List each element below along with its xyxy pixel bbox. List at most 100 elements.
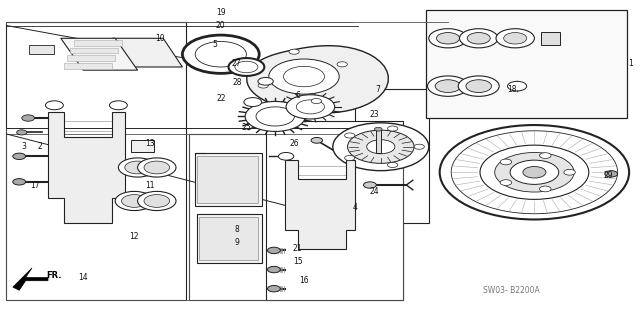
Text: 9: 9 bbox=[234, 238, 239, 247]
Text: 28: 28 bbox=[232, 78, 241, 87]
Circle shape bbox=[138, 158, 176, 177]
Circle shape bbox=[144, 195, 170, 207]
Bar bbox=[189, 134, 403, 300]
Circle shape bbox=[115, 191, 154, 211]
Circle shape bbox=[268, 247, 280, 254]
Circle shape bbox=[467, 33, 490, 44]
Text: 15: 15 bbox=[292, 257, 303, 266]
Circle shape bbox=[256, 107, 294, 126]
Text: FR.: FR. bbox=[46, 271, 61, 280]
Circle shape bbox=[109, 101, 127, 110]
Text: 17: 17 bbox=[30, 181, 40, 189]
Polygon shape bbox=[195, 153, 262, 206]
Circle shape bbox=[458, 76, 499, 96]
Text: 24: 24 bbox=[369, 187, 380, 196]
Polygon shape bbox=[246, 46, 388, 113]
Circle shape bbox=[268, 286, 280, 292]
Text: 13: 13 bbox=[145, 139, 156, 148]
Bar bbox=[426, 10, 627, 118]
Text: 27: 27 bbox=[232, 59, 242, 68]
Text: 2: 2 bbox=[38, 142, 43, 151]
Circle shape bbox=[540, 186, 551, 192]
Circle shape bbox=[278, 152, 294, 160]
Polygon shape bbox=[541, 32, 560, 45]
Circle shape bbox=[388, 126, 398, 131]
Circle shape bbox=[244, 98, 262, 107]
Circle shape bbox=[337, 62, 348, 67]
Circle shape bbox=[480, 145, 589, 199]
Circle shape bbox=[436, 33, 460, 44]
Text: 29: 29 bbox=[603, 171, 613, 180]
Bar bbox=[197, 156, 258, 203]
Polygon shape bbox=[131, 140, 154, 152]
Text: 18: 18 bbox=[508, 85, 516, 94]
Circle shape bbox=[296, 100, 324, 114]
Circle shape bbox=[508, 81, 527, 91]
Circle shape bbox=[451, 131, 618, 214]
Text: 4: 4 bbox=[353, 203, 358, 212]
Circle shape bbox=[374, 127, 382, 131]
Circle shape bbox=[269, 59, 339, 94]
Circle shape bbox=[364, 182, 376, 188]
Polygon shape bbox=[197, 214, 262, 263]
Polygon shape bbox=[64, 63, 112, 69]
Text: 7: 7 bbox=[375, 85, 380, 94]
Circle shape bbox=[510, 160, 559, 184]
Circle shape bbox=[122, 195, 147, 207]
Circle shape bbox=[286, 95, 335, 119]
Circle shape bbox=[235, 61, 258, 73]
Circle shape bbox=[22, 115, 35, 121]
Text: 19: 19 bbox=[216, 8, 226, 17]
Text: 23: 23 bbox=[369, 110, 380, 119]
Text: 6: 6 bbox=[295, 91, 300, 100]
Polygon shape bbox=[285, 160, 355, 249]
Text: 20: 20 bbox=[216, 21, 226, 30]
Text: 11: 11 bbox=[146, 181, 155, 189]
Bar bbox=[355, 89, 429, 223]
Circle shape bbox=[460, 29, 498, 48]
Circle shape bbox=[523, 167, 546, 178]
Circle shape bbox=[605, 171, 618, 177]
Bar bbox=[6, 22, 186, 300]
Circle shape bbox=[258, 78, 273, 85]
Circle shape bbox=[333, 123, 429, 171]
Circle shape bbox=[17, 130, 27, 135]
Circle shape bbox=[195, 41, 246, 67]
Circle shape bbox=[138, 191, 176, 211]
Text: 3: 3 bbox=[22, 142, 27, 151]
Text: 25: 25 bbox=[241, 123, 252, 132]
Circle shape bbox=[125, 161, 150, 174]
Polygon shape bbox=[70, 48, 118, 53]
Text: 21: 21 bbox=[293, 244, 302, 253]
Circle shape bbox=[348, 130, 414, 163]
Polygon shape bbox=[48, 112, 125, 223]
Circle shape bbox=[284, 66, 324, 87]
Circle shape bbox=[258, 83, 268, 88]
Circle shape bbox=[428, 76, 468, 96]
Text: 22: 22 bbox=[216, 94, 225, 103]
Circle shape bbox=[228, 58, 264, 76]
Bar bbox=[266, 121, 403, 300]
Bar bbox=[199, 217, 258, 260]
Polygon shape bbox=[112, 38, 182, 67]
Circle shape bbox=[435, 80, 461, 93]
Polygon shape bbox=[67, 55, 115, 61]
Circle shape bbox=[429, 29, 467, 48]
Text: 5: 5 bbox=[212, 40, 217, 49]
Bar bbox=[29, 45, 54, 54]
Circle shape bbox=[388, 162, 398, 167]
Text: 12: 12 bbox=[130, 232, 139, 241]
Bar bbox=[376, 129, 381, 153]
Text: 14: 14 bbox=[78, 273, 88, 282]
Circle shape bbox=[504, 33, 527, 44]
Circle shape bbox=[440, 125, 629, 219]
Polygon shape bbox=[13, 268, 48, 290]
Circle shape bbox=[268, 266, 280, 273]
Circle shape bbox=[13, 153, 26, 160]
Circle shape bbox=[245, 101, 305, 131]
Text: 26: 26 bbox=[289, 139, 300, 148]
Text: 8: 8 bbox=[234, 225, 239, 234]
Circle shape bbox=[414, 144, 424, 149]
Circle shape bbox=[344, 133, 355, 138]
Circle shape bbox=[496, 29, 534, 48]
